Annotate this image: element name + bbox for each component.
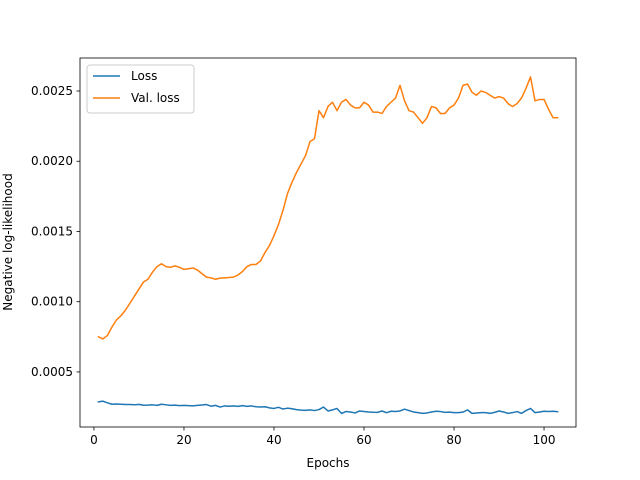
plot-area [80, 58, 576, 427]
y-tick-label: 0.0015 [31, 224, 73, 238]
y-tick-label: 0.0020 [31, 154, 73, 168]
legend-box [86, 64, 195, 114]
legend-val-loss-label: Val. loss [131, 91, 180, 105]
series-line-val-loss [97, 76, 559, 340]
x-tick-label: 80 [446, 433, 461, 447]
series-line-loss [97, 400, 559, 415]
x-tick-label: 40 [266, 433, 281, 447]
x-tick-label: 20 [176, 433, 191, 447]
series-layer [97, 76, 559, 415]
y-ticks: 0.0005 0.0010 0.0015 0.0020 0.0025 [31, 84, 80, 379]
y-axis-label: Negative log-likelihood [1, 173, 15, 310]
x-axis-label: Epochs [307, 456, 350, 470]
legend-loss-label: Loss [131, 69, 157, 83]
x-tick-label: 60 [356, 433, 371, 447]
x-tick-label: 0 [90, 433, 98, 447]
x-tick-label: 100 [533, 433, 556, 447]
y-tick-label: 0.0005 [31, 365, 73, 379]
y-tick-label: 0.0025 [31, 84, 73, 98]
y-tick-label: 0.0010 [31, 295, 73, 309]
plot-frame [79, 57, 577, 428]
legend: Loss Val. loss [86, 64, 195, 114]
x-ticks: 0 20 40 60 80 100 [90, 427, 555, 447]
